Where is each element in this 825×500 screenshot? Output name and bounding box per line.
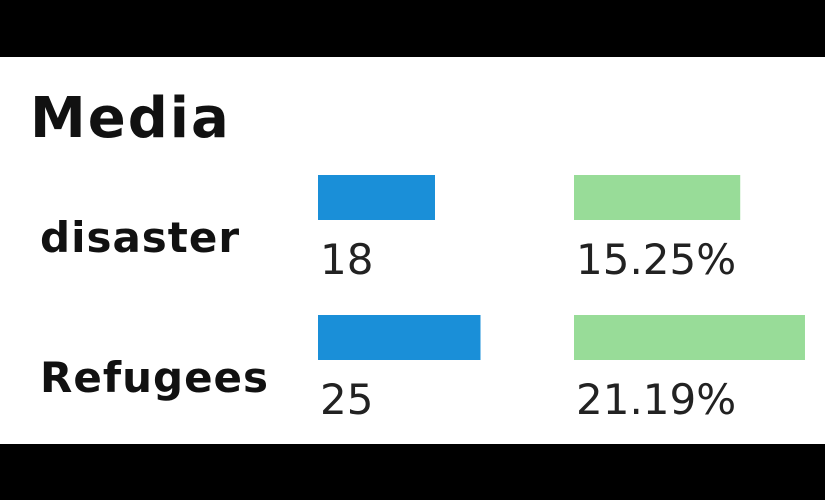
data-label-s0-0: 18 [320, 235, 373, 284]
chart-panel: Media disaster 18 15.25% Refugees 25 21.19% [0, 57, 825, 444]
data-label-s1-0: 15.25% [576, 235, 736, 284]
bar-s1-0 [574, 175, 741, 220]
data-label-s1-1: 21.19% [576, 375, 736, 424]
category-label-1: Refugees [40, 353, 269, 402]
bar-s0-0 [318, 175, 435, 220]
bar-s0-1 [318, 315, 481, 360]
chart-svg: Media disaster 18 15.25% Refugees 25 21.19% [30, 86, 805, 424]
chart-rows: disaster 18 15.25% Refugees 25 21.19% [40, 175, 805, 424]
chart-title: Media [30, 86, 231, 151]
category-label-0: disaster [40, 213, 240, 262]
bar-s1-1 [574, 315, 805, 360]
data-label-s0-1: 25 [320, 375, 373, 424]
